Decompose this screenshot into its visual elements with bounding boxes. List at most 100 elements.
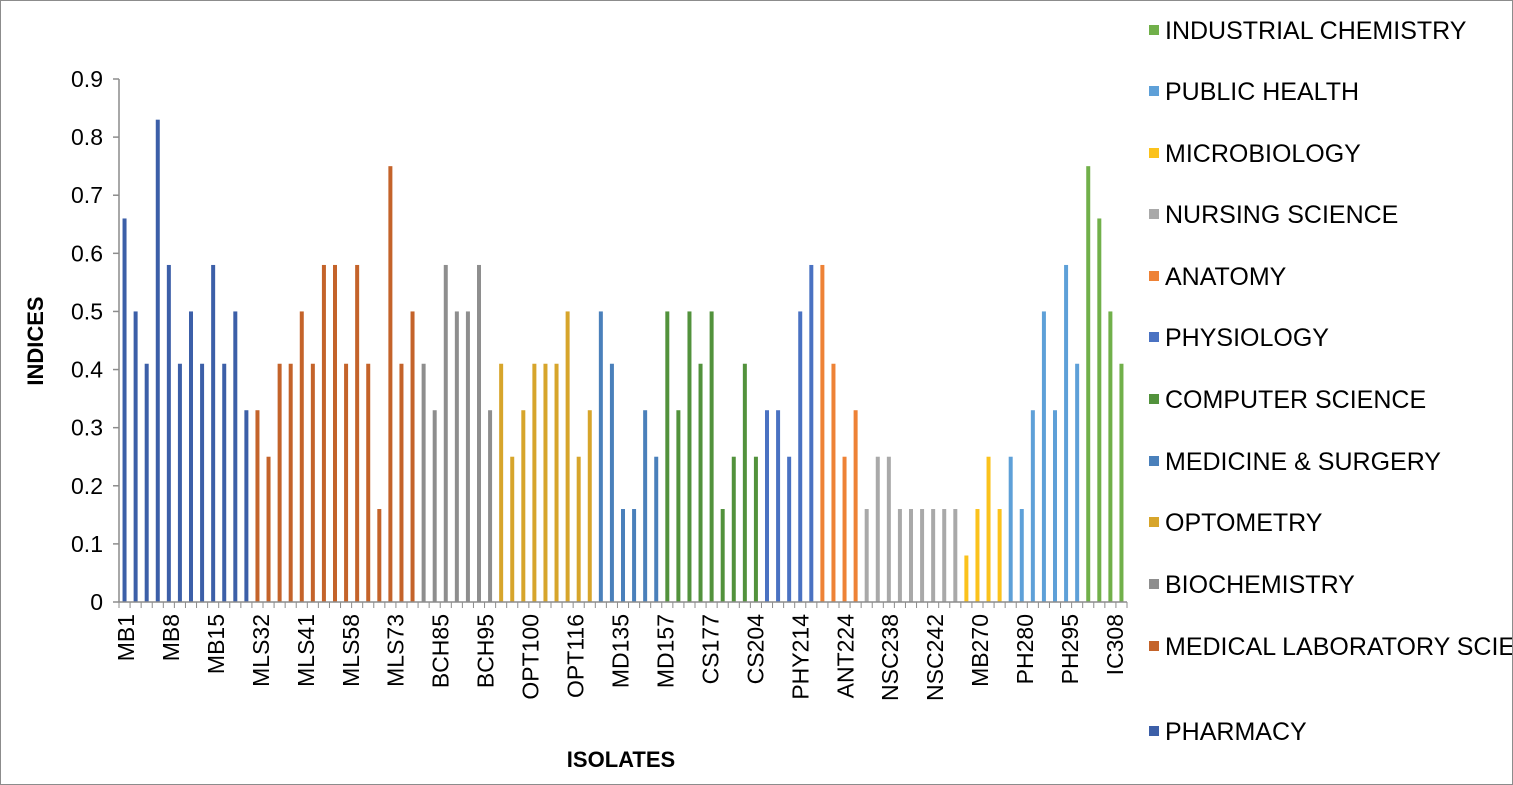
x-tick-label: MB15 <box>203 614 229 674</box>
bar <box>742 363 747 602</box>
bar <box>144 363 149 602</box>
bar <box>698 363 703 602</box>
bar <box>421 363 426 602</box>
legend-swatch <box>1149 86 1159 96</box>
bar <box>310 363 315 602</box>
legend-swatch <box>1149 726 1159 736</box>
bar <box>399 363 404 602</box>
x-tick-label: BCH95 <box>473 614 499 688</box>
bar <box>798 311 803 602</box>
bar <box>377 509 382 602</box>
bar <box>321 264 326 602</box>
bar <box>842 456 847 602</box>
bar <box>853 410 858 602</box>
bar <box>344 363 349 602</box>
bar <box>609 363 614 602</box>
legend-label: PHYSIOLOGY <box>1165 324 1329 352</box>
bar <box>189 311 193 602</box>
bar <box>975 509 980 602</box>
bar <box>1030 410 1035 602</box>
x-tick-label: MD135 <box>608 614 634 688</box>
bar <box>587 410 592 602</box>
bar <box>499 363 504 602</box>
bar <box>565 311 570 602</box>
bar <box>200 363 205 602</box>
legend-swatch <box>1149 517 1159 527</box>
bar <box>920 509 925 602</box>
bar <box>621 509 625 602</box>
y-axis-title: INDICES <box>23 296 48 385</box>
bar <box>333 264 337 602</box>
bar <box>355 264 360 602</box>
x-tick-label: OPT100 <box>518 614 544 700</box>
legend-label: MICROBIOLOGY <box>1165 140 1361 168</box>
bar <box>244 410 249 602</box>
bar <box>986 456 991 602</box>
bar <box>576 456 581 602</box>
bar <box>809 264 814 602</box>
y-tick-label: 0.4 <box>71 357 103 383</box>
bar <box>299 311 304 602</box>
bar <box>787 456 792 602</box>
y-tick-label: 0.5 <box>71 298 103 324</box>
y-tick-label: 0.1 <box>71 531 103 557</box>
y-axis: 0 0.1 0.2 0.3 0.4 0.5 0.6 0.7 0.8 0.9 <box>71 66 120 615</box>
x-tick-label: PH295 <box>1057 614 1083 684</box>
x-axis-title: ISOLATES <box>567 747 675 772</box>
bar <box>155 119 160 603</box>
y-tick-label: 0.6 <box>71 240 103 266</box>
bar <box>709 311 714 602</box>
x-tick-label: IC308 <box>1102 614 1128 675</box>
bar <box>875 456 880 602</box>
x-tick-label: MLS73 <box>383 614 409 687</box>
bar <box>820 264 825 602</box>
bar <box>510 456 515 602</box>
bar <box>477 264 481 602</box>
bar <box>288 363 293 602</box>
legend-swatch <box>1149 579 1159 589</box>
bar <box>997 509 1002 602</box>
bar <box>1086 166 1091 603</box>
bar <box>1064 264 1069 602</box>
bar <box>942 509 947 602</box>
bar <box>410 311 415 602</box>
y-tick-label: 0.2 <box>71 473 103 499</box>
bar <box>720 509 725 602</box>
x-tick-label: NSC238 <box>877 614 903 701</box>
bar <box>388 166 393 603</box>
bar <box>1019 509 1024 602</box>
bar <box>166 264 171 602</box>
x-axis: MB1 MB8 MB15 MLS32 MLS41 MLS58 MLS73 BCH85 BCH95… <box>113 601 1128 701</box>
bar <box>1008 456 1013 602</box>
legend-swatch <box>1149 209 1159 219</box>
x-tick-label: CS177 <box>697 614 723 684</box>
legend-swatch <box>1149 148 1159 158</box>
legend: INDUSTRIAL CHEMISTRY PUBLIC HEALTH MICROBI… <box>1149 17 1512 746</box>
bar <box>177 363 182 602</box>
x-tick-label: OPT116 <box>563 614 589 698</box>
legend-label: COMPUTER SCIENCE <box>1165 386 1426 414</box>
bar <box>443 264 448 602</box>
bar <box>632 509 637 602</box>
bar <box>133 311 138 602</box>
bar <box>776 410 781 602</box>
bar <box>886 456 891 602</box>
legend-label: ANATOMY <box>1165 263 1287 291</box>
bar <box>211 264 216 602</box>
bar <box>1097 218 1102 602</box>
x-tick-label: MB270 <box>967 614 993 687</box>
bar <box>543 363 548 602</box>
bar <box>1041 311 1046 602</box>
bar <box>665 311 670 602</box>
bar <box>964 555 969 602</box>
legend-label: BIOCHEMISTRY <box>1165 571 1355 599</box>
bar <box>122 218 127 602</box>
bar <box>1053 410 1057 602</box>
bar <box>266 456 271 602</box>
bar <box>931 509 936 602</box>
bar <box>643 410 648 602</box>
bar <box>753 456 758 602</box>
x-tick-label: BCH85 <box>428 614 454 688</box>
